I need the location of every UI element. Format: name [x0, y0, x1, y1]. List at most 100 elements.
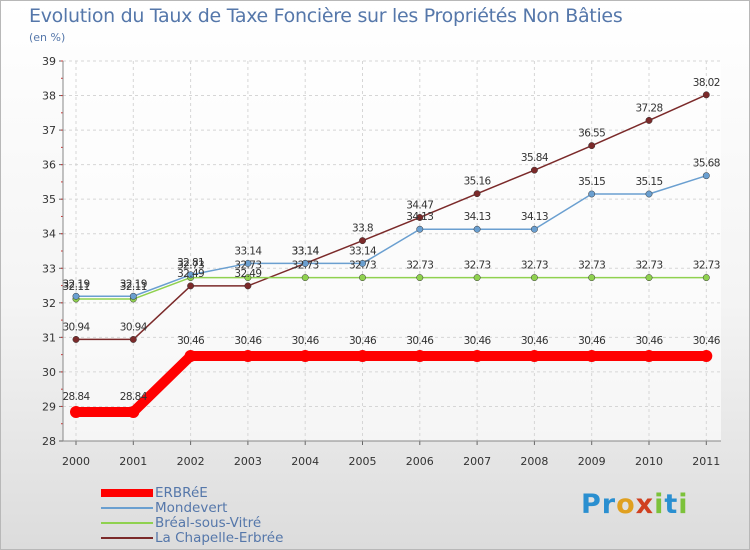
x-tick-label: 2009 — [578, 455, 606, 468]
data-label: 30.46 — [349, 335, 377, 347]
data-point — [129, 335, 137, 343]
data-label: 30.94 — [62, 321, 90, 333]
x-tick-label: 2003 — [234, 455, 262, 468]
series-line-3 — [76, 94, 707, 341]
y-tick-label: 28 — [42, 435, 56, 448]
data-label: 32.73 — [578, 260, 605, 272]
data-point — [72, 335, 80, 343]
data-label: 33.14 — [234, 245, 262, 257]
proxiti-logo: Proxiti — [581, 489, 689, 520]
data-label: 37.28 — [635, 102, 662, 114]
chart-unit-label: (en %) — [29, 31, 66, 44]
legend-swatch — [101, 489, 153, 497]
y-tick-label: 33 — [42, 262, 56, 275]
data-point — [184, 350, 197, 363]
data-label: 30.94 — [120, 321, 148, 333]
y-tick-label: 38 — [42, 90, 56, 103]
series-line-1 — [76, 174, 707, 298]
y-tick-label: 29 — [42, 400, 56, 413]
data-label: 32.11 — [120, 281, 147, 293]
y-tick-label: 36 — [42, 159, 56, 172]
axis-layer: 28 29 30 31 32 33 34 35 36 37 38 39 2000 2001 2002 2003… — [42, 55, 721, 468]
data-point — [416, 274, 424, 282]
data-point — [359, 259, 366, 267]
data-point — [702, 274, 710, 282]
legend-swatch — [101, 537, 153, 539]
data-point — [702, 91, 710, 99]
x-tick-label: 2011 — [692, 455, 720, 468]
x-tick-label: 2000 — [62, 455, 90, 468]
x-tick-label: 2001 — [119, 455, 147, 468]
data-point — [473, 274, 481, 282]
data-label: 32.73 — [406, 260, 433, 272]
data-label: 34.13 — [406, 211, 433, 223]
data-point — [643, 350, 655, 363]
data-label: 28.84 — [62, 391, 90, 403]
data-label: 33.14 — [292, 245, 320, 257]
data-label: 32.73 — [349, 260, 376, 272]
data-point — [588, 190, 596, 198]
legend-label: Mondevert — [155, 500, 228, 516]
data-point — [588, 142, 596, 150]
data-label: 30.46 — [521, 335, 549, 347]
data-point — [359, 237, 366, 245]
data-point — [301, 274, 309, 282]
x-tick-label: 2002 — [177, 455, 205, 468]
y-tick-label: 34 — [42, 228, 56, 241]
y-tick-label: 32 — [42, 297, 56, 310]
data-label: 32.73 — [234, 260, 261, 272]
data-point — [187, 282, 195, 290]
data-point — [702, 172, 710, 180]
data-label: 32.73 — [521, 260, 548, 272]
x-tick-label: 2007 — [463, 455, 491, 468]
data-point — [645, 190, 653, 198]
data-label: 36.55 — [578, 128, 605, 140]
legend-label: ERBRéE — [155, 485, 208, 501]
data-label: 32.73 — [635, 260, 662, 272]
data-point — [471, 350, 484, 363]
data-label: 32.19 — [120, 278, 147, 290]
data-point — [585, 350, 598, 363]
data-label: 28.84 — [120, 391, 148, 403]
data-point — [129, 292, 137, 300]
data-point — [241, 350, 254, 363]
data-point — [530, 274, 538, 282]
data-label: 35.84 — [521, 152, 549, 164]
data-label: 34.13 — [464, 211, 491, 223]
y-tick-label: 39 — [42, 55, 56, 68]
data-point — [187, 271, 195, 279]
data-point — [416, 225, 424, 233]
data-label: 30.46 — [234, 335, 262, 347]
data-label: 30.46 — [693, 335, 721, 347]
data-point — [359, 274, 366, 282]
data-point — [588, 274, 596, 282]
data-label: 30.46 — [578, 335, 606, 347]
legend-swatch — [101, 522, 153, 524]
data-label: 33.14 — [292, 245, 320, 257]
data-point — [72, 292, 80, 300]
data-point — [244, 259, 252, 267]
data-label: 30.46 — [292, 335, 320, 347]
data-point — [299, 350, 312, 363]
x-tick-label: 2008 — [520, 455, 548, 468]
data-label: 32.49 — [177, 268, 204, 280]
y-tick-label: 31 — [42, 331, 56, 344]
data-point — [528, 350, 541, 363]
legend-swatch — [101, 507, 153, 509]
legend-label: La Chapelle-Erbrée — [155, 530, 284, 546]
data-label: 32.73 — [464, 260, 491, 272]
data-point — [127, 405, 140, 418]
y-tick-label: 37 — [42, 124, 56, 137]
data-point — [244, 274, 252, 282]
chart-title: Evolution du Taux de Taxe Foncière sur l… — [29, 5, 623, 27]
x-tick-label: 2004 — [291, 455, 319, 468]
legend-label: Bréal-sous-Vitré — [155, 515, 262, 531]
data-label: 32.73 — [177, 260, 204, 272]
data-point — [645, 116, 653, 124]
x-tick-label: 2006 — [406, 455, 434, 468]
data-label: 35.15 — [578, 176, 605, 188]
data-label: 35.15 — [635, 176, 662, 188]
data-point — [416, 214, 424, 221]
data-point — [700, 350, 713, 363]
